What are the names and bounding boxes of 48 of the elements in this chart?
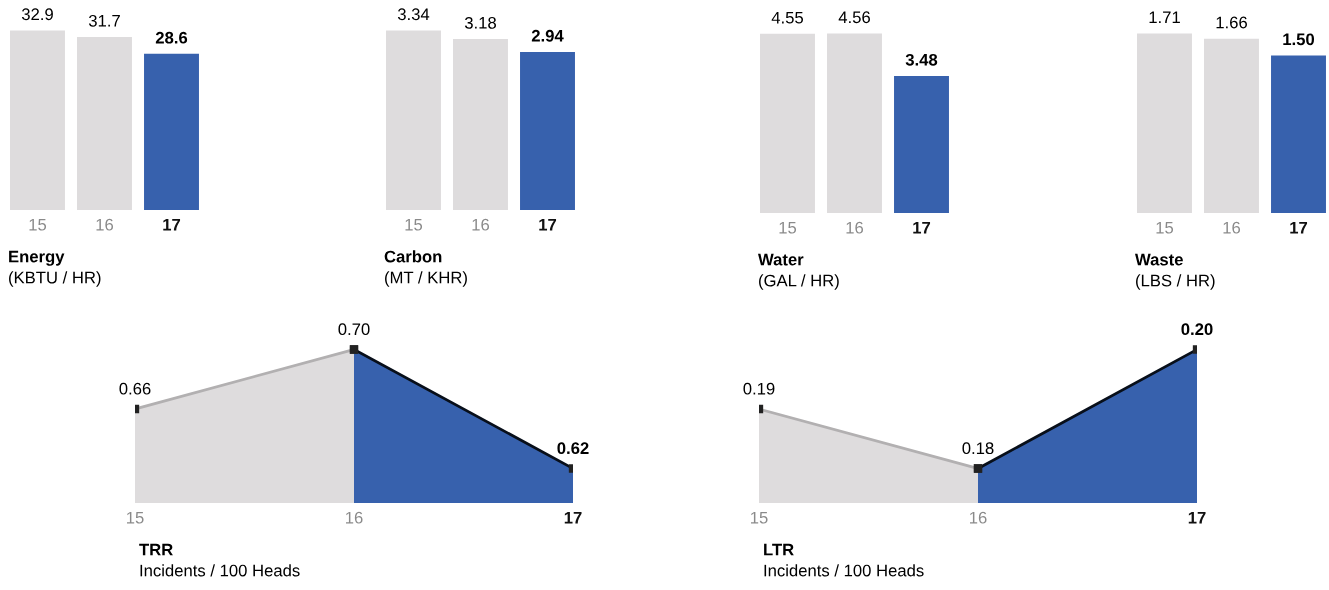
data-label: 3.34	[397, 8, 430, 21]
x-tick-label: 17	[1290, 221, 1308, 234]
text: (MT / KHR)	[385, 271, 467, 287]
data-label: 0.18	[962, 442, 994, 455]
data-label: 28.6	[155, 31, 188, 44]
data-label: 0.62	[557, 442, 589, 455]
data-label: 4.56	[838, 11, 870, 24]
text: Incidents / 100 Heads	[764, 564, 924, 577]
x-tick-label: 16	[96, 218, 114, 231]
data-label: 0.66	[119, 382, 151, 395]
x-tick-label: 17	[1188, 511, 1206, 524]
x-tick-label: 16	[970, 511, 987, 524]
data-label: 0.70	[338, 323, 370, 336]
x-tick-label: 16	[346, 511, 363, 524]
text: (KBTU / HR)	[9, 271, 101, 287]
x-tick-label: 17	[163, 218, 181, 231]
text: Incidents / 100 Heads	[140, 564, 300, 577]
data-label: 32.9	[21, 8, 53, 21]
x-tick-label: 15	[127, 511, 144, 524]
x-tick-label: 15	[29, 218, 47, 231]
data-label: 1.50	[1283, 33, 1315, 46]
text: Waste	[1135, 253, 1183, 266]
x-tick-label: 15	[751, 511, 768, 524]
text: Carbon	[384, 250, 442, 263]
text: (GAL / HR)	[759, 274, 839, 290]
x-tick-label: 15	[779, 221, 797, 234]
x-tick-label: 16	[472, 218, 490, 231]
x-tick-label: 15	[1156, 221, 1174, 234]
data-label: 2.94	[531, 29, 564, 42]
data-label: 3.18	[464, 16, 496, 29]
data-label: 1.66	[1216, 16, 1247, 29]
text: Energy	[9, 250, 65, 266]
x-tick-label: 16	[1223, 221, 1241, 234]
text: TRR	[139, 543, 173, 556]
text: Water	[758, 253, 804, 266]
data-label: 4.55	[771, 11, 804, 24]
x-tick-label: 15	[405, 218, 423, 231]
data-label: 3.48	[905, 53, 938, 66]
x-tick-label: 17	[539, 218, 557, 231]
x-tick-label: 17	[564, 511, 582, 524]
data-label: 0.20	[1181, 323, 1213, 336]
text: (LBS / HR)	[1136, 274, 1215, 290]
x-tick-label: 16	[846, 221, 864, 234]
data-label: 31.7	[88, 14, 120, 27]
data-label: 1.71	[1149, 11, 1180, 23]
x-tick-label: 17	[913, 221, 931, 234]
text: LTR	[764, 543, 794, 556]
data-label: 0.19	[743, 382, 775, 395]
